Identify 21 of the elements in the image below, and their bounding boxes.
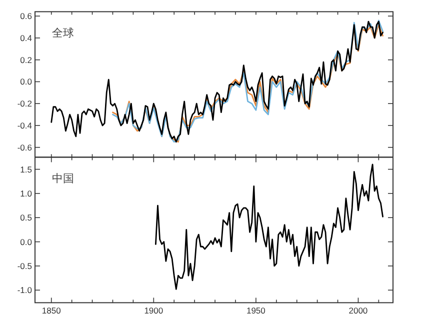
y-tick-label: 0.5 [20,212,32,223]
y-tick-label: 1.0 [20,188,32,198]
x-tick-label: 1900 [144,306,164,316]
y-tick-label: -0.4 [17,120,32,130]
line-series [50,20,384,143]
y-tick-label: -1.0 [17,285,32,296]
y-tick-label: 0.2 [20,54,32,65]
y-tick-label: -0.6 [17,142,32,152]
y-tick-label: -0.5 [17,260,32,271]
y-tick-label: 0.0 [20,76,32,87]
text: 中国 [52,172,74,186]
y-tick-label: 0.0 [20,236,32,247]
line-series [155,164,384,290]
x-tick-label: 1950 [246,306,266,316]
y-tick-label: 0.6 [20,11,32,22]
y-tick-label: 0.4 [20,32,32,43]
x-tick-label: 2000 [348,306,368,316]
y-tick-label: 1.5 [20,164,32,174]
text: 全球 [52,26,74,40]
y-tick-label: -0.2 [17,98,32,109]
x-tick-label: 1850 [42,306,62,316]
